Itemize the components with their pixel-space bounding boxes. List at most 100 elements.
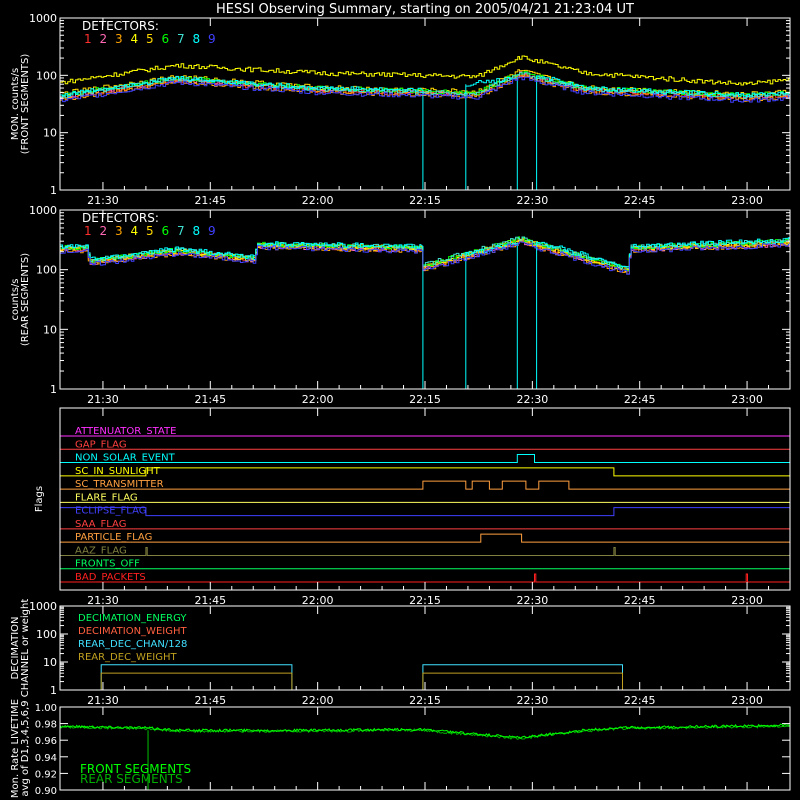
flag-label-gap-flag: GAP_FLAG [75,439,127,450]
x-tick-label: 22:30 [517,393,549,406]
flag-label-eclipse-flag: ECLIPSE_FLAG [75,506,146,517]
legend-entry-9: 9 [208,32,216,46]
x-tick-label: 22:45 [624,694,656,707]
rear-panel: 21:30 21:45 22:00 22:15 22:30 22:45 23:00 1 10 10… [10,204,791,406]
flag-label-saa-flag: SAA_FLAG [75,519,126,530]
flag-label-sc-in-sunlight: SC_IN_SUNLIGHT [75,466,161,477]
y-axis-label: MON. counts/s [10,68,21,140]
chart-title: HESSI Observing Summary, starting on 200… [216,2,634,17]
y-tick-label: 10 [43,323,57,336]
flags-panel: ATTENUATOR_STATE GAP_FLAG NON_SOLAR_EVENT S… [34,407,791,607]
x-tick-label: 22:45 [624,393,656,406]
flag-line-non-solar-event [60,454,790,464]
legend-entry-1: 1 [84,32,92,46]
livetime-line-front-segments [59,723,790,739]
decimation-legend-decimation-weight: DECIMATION_WEIGHT [78,626,187,637]
x-tick-label: 22:45 [624,194,656,207]
y-tick-label: 0.92 [35,769,57,780]
legend-entry-8: 8 [193,224,201,238]
series-line-detector-9 [60,76,790,103]
legend-entry-5: 5 [146,224,154,238]
flag-line-eclipse-flag [59,507,791,517]
y-tick-label: 0.90 [35,786,57,797]
legend-entry-4: 4 [131,32,139,46]
y-axis-label: DECIMATION [10,616,21,679]
x-tick-label: 22:15 [409,594,441,607]
y-tick-label: 1000 [29,600,57,613]
x-tick-label: 22:00 [302,194,334,207]
decimation-legend-rear-dec-chan-128: REAR_DEC_CHAN/128 [78,639,187,650]
legend-entry-8: 8 [193,32,201,46]
y-axis-label: (FRONT SEGMENTS) [20,54,31,155]
x-tick-label: 23:00 [731,594,763,607]
y-axis-label: avg of D1,3,4,5,6,9 [20,700,31,796]
legend-entry-7: 7 [177,224,185,238]
decimation-panel: DECIMATION_ENERGY DECIMATION_WEIGHT REAR_D… [10,599,791,707]
x-tick-label: 21:30 [87,393,119,406]
x-tick-label: 21:45 [194,594,226,607]
flag-label-attenuator-state: ATTENUATOR_STATE [75,426,176,437]
legend-entry-3: 3 [115,224,123,238]
front-frame [59,17,791,191]
x-tick-label: 22:00 [302,694,334,707]
livetime-legend-rear-segments: REAR SEGMENTS [80,772,183,786]
y-tick-label: 0.96 [35,736,57,747]
series-line-detector-4 [60,55,790,86]
x-tick-label: 21:45 [194,393,226,406]
y-axis-label: CHANNEL or weight [20,599,31,698]
flag-line-aaz-flag [60,546,790,556]
legend-entry-4: 4 [131,224,139,238]
flag-line-sc-in-sunlight [60,467,790,477]
flag-line-sc-transmitter [60,480,790,490]
y-tick-label: 1 [50,684,57,697]
x-tick-label: 22:30 [517,594,549,607]
legend-title: DETECTORS: [82,19,159,33]
y-tick-label: 0.98 [35,720,57,731]
y-tick-label: 100 [36,264,57,277]
livetime-line-rear-segments [59,724,790,740]
legend-entry-6: 6 [162,224,170,238]
legend-title: DETECTORS: [82,211,159,225]
flag-label-sc-transmitter: SC_TRANSMITTER [75,479,164,490]
flag-label-aaz-flag: AAZ_FLAG [75,545,127,556]
y-tick-label: 0.94 [35,753,57,764]
x-tick-label: 21:45 [194,694,226,707]
y-axis-label: Flags [34,486,45,512]
rear-frame [59,209,791,390]
livetime-legend-front-segments: FRONT SEGMENTS [80,762,191,776]
x-tick-label: 22:15 [409,694,441,707]
x-tick-label: 23:00 [731,694,763,707]
x-tick-label: 21:30 [87,594,119,607]
legend-entry-9: 9 [208,224,216,238]
front-panel: 21:30 21:45 22:00 22:15 22:30 22:45 23:00 1 10 10… [10,12,791,207]
y-tick-label: 1000 [29,204,57,217]
x-tick-label: 21:45 [194,194,226,207]
series-line-detector-8 [60,237,790,389]
flag-line-bad-packets [60,573,790,583]
decimation-legend-rear-dec-weight: REAR_DEC_WEIGHT [78,652,177,663]
x-tick-label: 22:00 [302,393,334,406]
y-axis-label: (REAR SEGMENTS) [20,253,31,346]
legend-entry-5: 5 [146,32,154,46]
legend-entry-1: 1 [84,224,92,238]
series-line-detector-9 [60,241,790,275]
legend-entry-2: 2 [100,224,108,238]
x-tick-label: 21:30 [87,694,119,707]
legend-entry-2: 2 [100,32,108,46]
y-tick-label: 10 [43,656,57,669]
flag-label-fronts-off: FRONTS_OFF [75,559,140,570]
flag-label-bad-packets: BAD_PACKETS [75,572,146,583]
legend-entry-7: 7 [177,32,185,46]
y-tick-label: 100 [36,628,57,641]
decimation-legend-decimation-energy: DECIMATION_ENERGY [78,613,187,624]
flag-line-particle-flag [60,533,790,543]
y-tick-label: 1 [50,383,57,396]
x-tick-label: 23:00 [731,393,763,406]
x-tick-label: 21:30 [87,194,119,207]
flag-label-non-solar-event: NON_SOLAR_EVENT [75,453,176,464]
legend-entry-6: 6 [162,32,170,46]
y-tick-label: 10 [43,127,57,140]
y-tick-label: 1.00 [35,703,57,714]
